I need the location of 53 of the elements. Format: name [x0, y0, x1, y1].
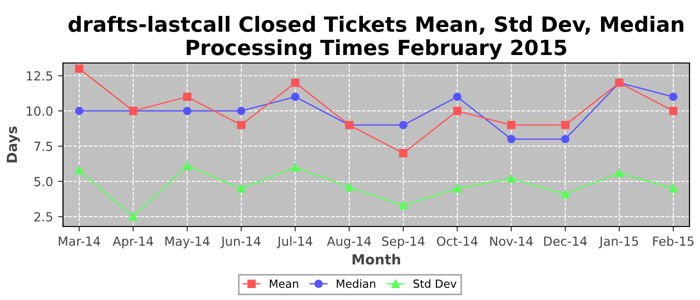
- point: [507, 174, 516, 183]
- legend-label: Std Dev: [414, 279, 456, 288]
- point: [399, 149, 408, 158]
- y-axis-title: Days: [6, 126, 20, 162]
- point: [399, 201, 408, 210]
- point: [291, 163, 300, 172]
- x-tick-label: Nov-14: [490, 236, 533, 246]
- point: [669, 184, 678, 193]
- point: [453, 106, 462, 116]
- point: [75, 64, 84, 73]
- point: [237, 106, 246, 116]
- x-axis-title: Month: [352, 254, 400, 265]
- x-tick-label: Oct-14: [436, 236, 478, 246]
- x-tick-label: Jul-14: [276, 236, 312, 248]
- point: [291, 78, 300, 87]
- point: [183, 162, 192, 170]
- x-tick-label: Dec-14: [544, 236, 587, 246]
- point: [75, 106, 84, 116]
- point: [75, 166, 84, 174]
- point: [129, 212, 138, 221]
- point: [237, 120, 246, 130]
- point: [561, 190, 570, 198]
- legend-label: Median: [336, 279, 376, 288]
- point: [561, 134, 570, 144]
- y-tick-label: 7.5: [34, 142, 52, 152]
- x-tick-label: Jan-15: [598, 236, 638, 248]
- point: [453, 92, 462, 101]
- point: [183, 92, 192, 101]
- point: [453, 184, 462, 193]
- point: [345, 182, 354, 192]
- x-tick-label: Mar-14: [58, 236, 100, 246]
- point: [399, 120, 408, 130]
- y-tick-label: 12.5: [26, 71, 52, 81]
- x-tick-label: Jun-14: [220, 236, 260, 248]
- y-tick-label: 5.0: [34, 176, 52, 186]
- x-tick-label: May-14: [165, 236, 210, 248]
- point: [507, 134, 516, 144]
- y-tick-label: 2.5: [34, 212, 52, 222]
- point: [669, 106, 678, 116]
- point: [237, 184, 246, 193]
- point: [615, 168, 624, 178]
- x-tick-label: Apr-14: [112, 236, 154, 248]
- legend-label: Mean: [270, 280, 298, 288]
- point: [561, 120, 570, 130]
- point: [669, 92, 678, 101]
- point: [183, 106, 192, 116]
- x-tick-label: Feb-15: [653, 236, 694, 246]
- y-tick-label: 10.0: [26, 106, 52, 116]
- chart-title: drafts-lastcall Closed Tickets Mean, Std Dev, Median Processing Times February 2015: [68, 16, 684, 60]
- point: [507, 120, 516, 130]
- x-tick-label: Sep-14: [382, 236, 425, 248]
- point: [291, 92, 300, 101]
- x-tick-label: Aug-14: [326, 236, 371, 248]
